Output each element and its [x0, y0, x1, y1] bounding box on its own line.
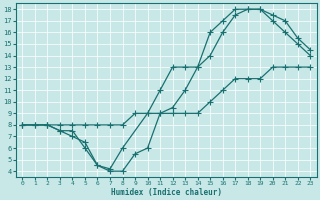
X-axis label: Humidex (Indice chaleur): Humidex (Indice chaleur): [111, 188, 222, 197]
